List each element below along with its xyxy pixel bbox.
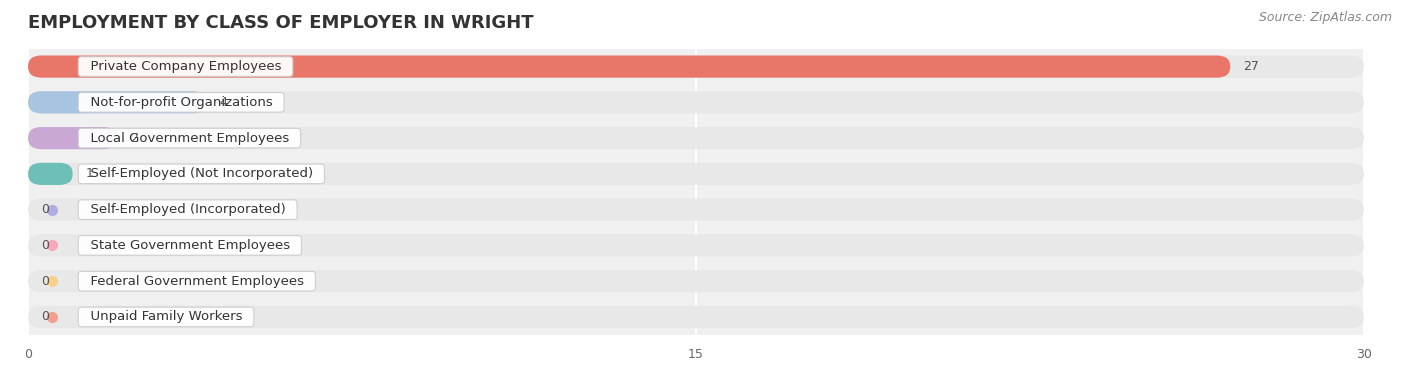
- Text: 0: 0: [42, 311, 49, 323]
- FancyBboxPatch shape: [28, 56, 1230, 78]
- FancyBboxPatch shape: [28, 163, 73, 185]
- FancyBboxPatch shape: [28, 163, 1364, 185]
- Bar: [28, 120, 1364, 156]
- FancyBboxPatch shape: [28, 199, 1364, 221]
- Text: 0: 0: [42, 239, 49, 252]
- FancyBboxPatch shape: [28, 306, 1364, 328]
- Text: EMPLOYMENT BY CLASS OF EMPLOYER IN WRIGHT: EMPLOYMENT BY CLASS OF EMPLOYER IN WRIGH…: [28, 14, 534, 32]
- Text: 4: 4: [219, 96, 228, 109]
- Text: Self-Employed (Not Incorporated): Self-Employed (Not Incorporated): [82, 167, 321, 180]
- Text: State Government Employees: State Government Employees: [82, 239, 298, 252]
- Text: Local Government Employees: Local Government Employees: [82, 132, 297, 145]
- Bar: [28, 227, 1364, 263]
- Bar: [28, 299, 1364, 335]
- FancyBboxPatch shape: [28, 270, 1364, 292]
- Text: 27: 27: [1244, 60, 1260, 73]
- FancyBboxPatch shape: [28, 56, 1364, 78]
- FancyBboxPatch shape: [28, 127, 1364, 149]
- Text: 0: 0: [42, 203, 49, 216]
- Text: Private Company Employees: Private Company Employees: [82, 60, 290, 73]
- Bar: [28, 49, 1364, 85]
- Bar: [28, 85, 1364, 120]
- Text: 1: 1: [86, 167, 94, 180]
- Text: 2: 2: [131, 132, 138, 145]
- FancyBboxPatch shape: [28, 234, 1364, 256]
- FancyBboxPatch shape: [28, 127, 117, 149]
- FancyBboxPatch shape: [28, 91, 1364, 114]
- Text: Federal Government Employees: Federal Government Employees: [82, 275, 312, 288]
- Text: Not-for-profit Organizations: Not-for-profit Organizations: [82, 96, 281, 109]
- FancyBboxPatch shape: [28, 91, 207, 114]
- Text: Unpaid Family Workers: Unpaid Family Workers: [82, 311, 250, 323]
- Bar: [28, 263, 1364, 299]
- Bar: [28, 156, 1364, 192]
- Bar: [28, 192, 1364, 227]
- Text: 0: 0: [42, 275, 49, 288]
- Text: Source: ZipAtlas.com: Source: ZipAtlas.com: [1258, 11, 1392, 24]
- Text: Self-Employed (Incorporated): Self-Employed (Incorporated): [82, 203, 294, 216]
